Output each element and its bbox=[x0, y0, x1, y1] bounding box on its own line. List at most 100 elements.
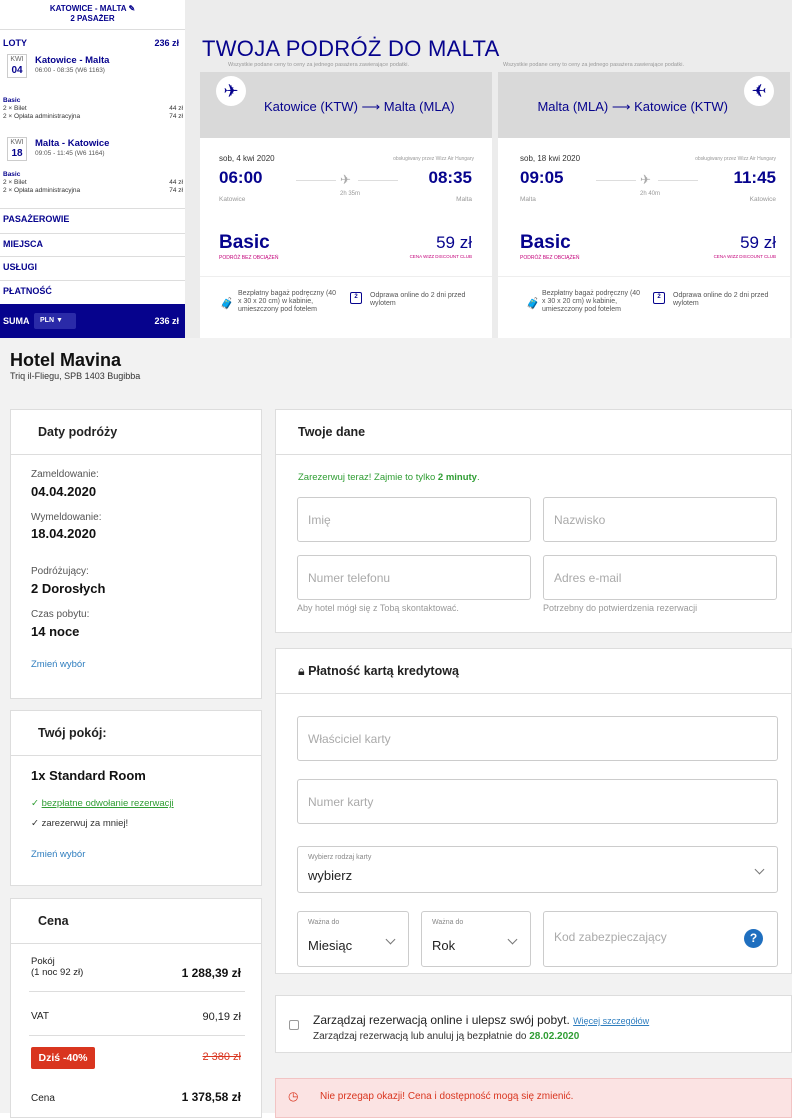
card-type-value: wybierz bbox=[308, 868, 353, 883]
accordion-payment[interactable]: PŁATNOŚĆ bbox=[0, 280, 185, 301]
pencil-icon[interactable]: ✎ bbox=[128, 4, 136, 13]
manage-booking-text: Zarządzaj rezerwacją online i ulepsz swó… bbox=[313, 1013, 649, 1027]
arrival-time: 08:35 bbox=[428, 168, 472, 187]
fare-subtitle: PODRÓŻ BEZ OBCIĄŻEŃ bbox=[520, 255, 580, 261]
currency-select[interactable]: PLN ▼ bbox=[34, 313, 76, 329]
card-type-label: Wybierz rodzaj karty bbox=[308, 854, 372, 861]
free-cancel-link[interactable]: bezpłatne odwołanie rezerwacji bbox=[41, 798, 174, 809]
card-date: sob, 4 kwi 2020 bbox=[219, 154, 275, 163]
flight-time: 06:00 - 08:35 (W6 1163) bbox=[35, 67, 105, 74]
divider bbox=[29, 1035, 245, 1036]
total-label: Cena bbox=[31, 1093, 55, 1104]
card-number-input[interactable]: Numer karty bbox=[297, 779, 778, 824]
fare-price: 59 zł bbox=[436, 233, 472, 252]
hotel-name: Hotel Mavina bbox=[10, 350, 122, 370]
departure-time: 09:05 bbox=[520, 168, 564, 187]
fare-amount: 74 zł bbox=[169, 113, 183, 120]
fare-line: 2 × Bilet bbox=[3, 179, 27, 186]
personal-data-title: Twoje dane bbox=[276, 410, 791, 455]
price-note: Wszystkie podane ceny to ceny za jednego… bbox=[503, 62, 684, 68]
flights-label: LOTY bbox=[3, 38, 27, 48]
change-dates-link[interactable]: Zmień wybór bbox=[31, 659, 86, 670]
email-placeholder: Adres e-mail bbox=[554, 571, 622, 585]
plane-icon: ✈ bbox=[216, 76, 246, 106]
discount-club-note: CENA WIZZ DISCOUNT CLUB bbox=[409, 254, 472, 259]
email-hint: Potrzebny do potwierdzenia rezerwacji bbox=[543, 603, 698, 613]
flight-card-return[interactable]: ✈ Malta (MLA) ⟶ Katowice (KTW) sob, 18 k… bbox=[498, 72, 790, 338]
manage-booking-checkbox[interactable] bbox=[289, 1020, 299, 1030]
email-input[interactable]: Adres e-mail bbox=[543, 555, 777, 600]
flight-route: Malta - Katowice bbox=[35, 138, 110, 149]
room-price-label: Pokój (1 noc 92 zł) bbox=[31, 956, 83, 978]
accordion-seats[interactable]: MIEJSCA bbox=[0, 233, 185, 254]
route-line bbox=[296, 180, 336, 181]
security-code-input[interactable]: Kod zabezpieczający ? bbox=[543, 911, 778, 967]
chevron-down-icon bbox=[754, 864, 765, 875]
fare-title: Basic bbox=[3, 171, 21, 178]
chevron-down-icon bbox=[385, 934, 396, 945]
fare-line: 2 × Bilet bbox=[3, 105, 27, 112]
flight-route: Katowice - Malta bbox=[35, 55, 110, 66]
plane-arrow-icon: ✈ bbox=[640, 172, 651, 187]
change-room-link[interactable]: Zmień wybór bbox=[31, 849, 86, 860]
expiry-month-select[interactable]: Ważna do Miesiąc bbox=[297, 911, 409, 967]
expiry-month-value: Miesiąc bbox=[308, 938, 353, 953]
calendar-icon: 2 bbox=[653, 292, 665, 304]
card-holder-input[interactable]: Właściciel karty bbox=[297, 716, 778, 761]
destination-city: Malta bbox=[456, 196, 472, 203]
card-date: sob, 18 kwi 2020 bbox=[520, 154, 581, 163]
expiry-month-label: Ważna do bbox=[308, 919, 340, 926]
manage-booking-box: Zarządzaj rezerwacją online i ulepsz swó… bbox=[275, 995, 792, 1053]
expiry-year-value: Rok bbox=[432, 938, 456, 953]
fare-line: 2 × Opłata administracyjna bbox=[3, 187, 81, 194]
checkin-date: 04.04.2020 bbox=[31, 484, 97, 499]
flight-time: 09:05 - 11:45 (W6 1164) bbox=[35, 150, 105, 157]
total-amount: 236 zł bbox=[154, 316, 179, 326]
travel-dates-box: Daty podróży Zameldowanie: 04.04.2020 Wy… bbox=[10, 409, 262, 699]
destination-city: Katowice bbox=[749, 196, 776, 203]
more-details-link[interactable]: Więcej szczegółów bbox=[573, 1016, 650, 1026]
origin-city: Katowice bbox=[219, 196, 246, 203]
accordion-passengers[interactable]: PASAŻEROWIE bbox=[0, 208, 185, 229]
help-icon[interactable]: ? bbox=[744, 929, 763, 948]
total-price: 1 378,58 zł bbox=[181, 1090, 241, 1104]
room-price: 1 288,39 zł bbox=[181, 966, 241, 980]
fare-amount: 44 zł bbox=[169, 179, 183, 186]
fare-line: 2 × Opłata administracyjna bbox=[3, 113, 81, 120]
card-header bbox=[200, 72, 492, 138]
lock-icon: 🔒︎ bbox=[298, 664, 305, 678]
summary-header[interactable]: KATOWICE - MALTA ✎ 2 PASAŻER bbox=[0, 0, 185, 30]
clock-icon: ◷ bbox=[288, 1089, 299, 1103]
phone-input[interactable]: Numer telefonu bbox=[297, 555, 531, 600]
arrival-time: 11:45 bbox=[733, 168, 776, 187]
checkin-feature: Odprawa online do 2 dni przed wylotem bbox=[673, 292, 769, 307]
first-name-input[interactable]: Imię bbox=[297, 497, 531, 542]
last-name-input[interactable]: Nazwisko bbox=[543, 497, 777, 542]
payment-title-text: Płatność kartą kredytową bbox=[308, 664, 459, 678]
flight-card-outbound[interactable]: ✈ Katowice (KTW) ⟶ Malta (MLA) sob, 4 kw… bbox=[200, 72, 492, 338]
card-type-select[interactable]: Wybierz rodzaj karty wybierz bbox=[297, 846, 778, 893]
urgency-text: Nie przegap okazji! Cena i dostępność mo… bbox=[320, 1091, 574, 1102]
divider bbox=[200, 276, 492, 277]
calendar-icon: 2 bbox=[350, 292, 362, 304]
route-line bbox=[596, 180, 636, 181]
total-bar: SUMA PLN ▼ 236 zł bbox=[0, 304, 185, 338]
flight-duration: 2h 35m bbox=[340, 191, 361, 197]
card-operator: obsługiwany przez Wizz Air Hungary bbox=[695, 156, 776, 162]
travellers-label: Podróżujący: bbox=[31, 566, 89, 577]
price-note: Wszystkie podane ceny to ceny za jednego… bbox=[228, 62, 409, 68]
vat-value: 90,19 zł bbox=[202, 1011, 241, 1023]
promo-prefix: Zarezerwuj teraz! Zajmie to tylko bbox=[298, 472, 438, 483]
expiry-year-select[interactable]: Ważna do Rok bbox=[421, 911, 531, 967]
price-title: Cena bbox=[11, 899, 261, 944]
header-route: KATOWICE - MALTA bbox=[49, 4, 127, 13]
promo-suffix: . bbox=[476, 472, 480, 483]
card-operator: obsługiwany przez Wizz Air Hungary bbox=[393, 156, 474, 162]
stay-value: 14 noce bbox=[31, 624, 80, 639]
accordion-services[interactable]: USŁUGI bbox=[0, 256, 185, 277]
discount-club-note: CENA WIZZ DISCOUNT CLUB bbox=[713, 254, 776, 259]
departure-time: 06:00 bbox=[219, 168, 263, 187]
trip-title: TWOJA PODRÓŻ DO MALTA bbox=[202, 36, 500, 61]
chevron-down-icon bbox=[507, 934, 518, 945]
promo-bold: 2 minuty bbox=[437, 472, 477, 483]
